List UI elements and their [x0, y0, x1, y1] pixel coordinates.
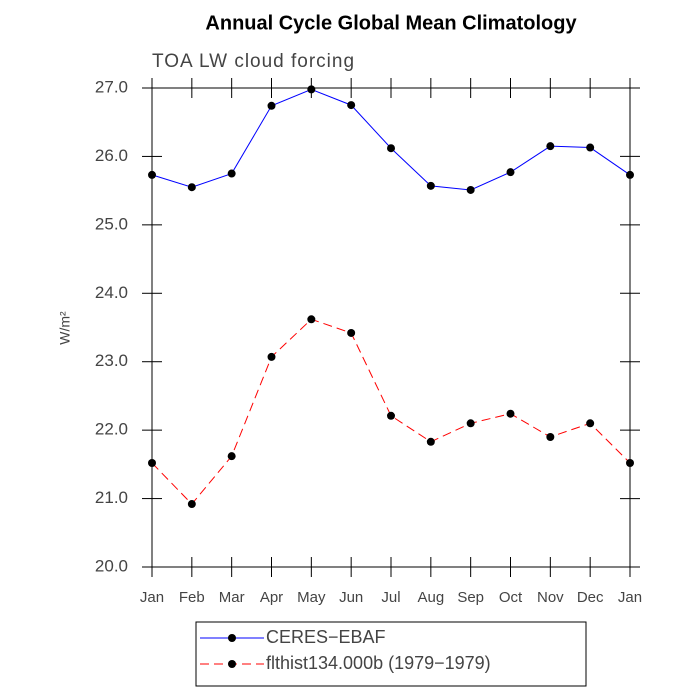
- legend-label: flthist134.000b (1979−1979): [266, 653, 491, 673]
- marker: [148, 458, 156, 467]
- y-tick-label: 25.0: [95, 214, 128, 233]
- marker: [227, 452, 236, 461]
- x-tick-label: Aug: [417, 589, 444, 606]
- series-line: [151, 318, 631, 505]
- x-tick-label: Mar: [219, 589, 245, 606]
- marker: [267, 352, 276, 361]
- x-tick-label: Dec: [577, 589, 604, 606]
- x-tick-label: Jul: [381, 589, 400, 606]
- y-tick-label: 20.0: [95, 556, 128, 575]
- x-tick-label: Jun: [339, 589, 363, 606]
- series-line: [151, 88, 631, 191]
- marker: [347, 328, 356, 337]
- legend-box: [195, 621, 587, 687]
- y-tick-label: 26.0: [95, 146, 128, 165]
- marker: [426, 437, 435, 446]
- y-tick-label: 23.0: [95, 351, 128, 370]
- y-tick-label: 27.0: [95, 77, 128, 96]
- x-tick-label: Jan: [140, 589, 164, 606]
- x-tick-label: Sep: [457, 589, 484, 606]
- marker: [586, 143, 595, 152]
- chart-subtitle: TOA LW cloud forcing: [152, 51, 355, 72]
- marker: [148, 170, 156, 179]
- marker: [307, 85, 316, 94]
- chart-title: Annual Cycle Global Mean Climatology: [205, 12, 577, 34]
- x-tick-label: Apr: [260, 589, 283, 606]
- legend-label: CERES−EBAF: [266, 627, 386, 647]
- plot-frame: [151, 87, 631, 568]
- marker: [586, 419, 595, 428]
- x-tick-label: Feb: [179, 589, 205, 606]
- legend-marker: [228, 660, 236, 668]
- marker: [426, 181, 435, 190]
- y-axis-label: W/m²: [57, 311, 73, 345]
- marker: [466, 185, 475, 194]
- marker: [626, 170, 634, 179]
- marker: [546, 432, 555, 441]
- y-tick-label: 22.0: [95, 420, 128, 439]
- x-tick-label: May: [297, 589, 326, 606]
- marker: [506, 409, 515, 418]
- marker: [387, 411, 395, 420]
- marker: [626, 458, 634, 467]
- marker: [466, 419, 475, 428]
- x-tick-label: Oct: [499, 589, 523, 606]
- marker: [227, 169, 236, 178]
- marker: [387, 144, 395, 153]
- marker: [506, 168, 515, 177]
- marker: [546, 142, 555, 151]
- x-tick-label: Nov: [537, 589, 564, 606]
- y-tick-label: 21.0: [95, 488, 128, 507]
- marker: [347, 101, 356, 110]
- legend-marker: [228, 634, 236, 642]
- marker: [267, 101, 276, 110]
- marker: [307, 315, 316, 324]
- y-tick-label: 24.0: [95, 283, 128, 302]
- x-tick-label: Jan: [618, 589, 642, 606]
- marker: [187, 183, 196, 192]
- marker: [187, 500, 196, 509]
